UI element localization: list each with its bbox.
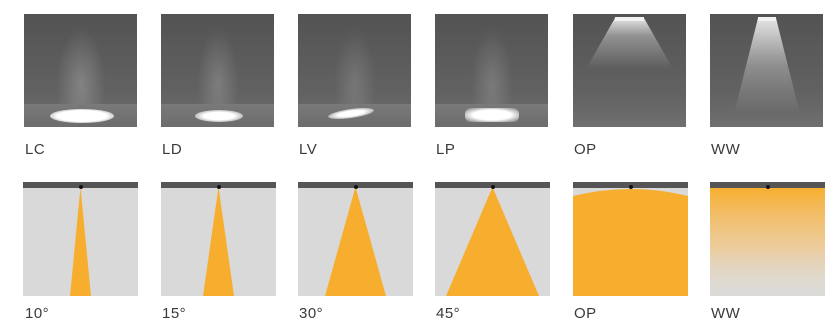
label-45-deg: 45° [436,305,461,322]
beam-diagram-op [573,182,688,296]
light-beam-glow [461,14,522,114]
fixture-point [216,185,221,189]
label-op-diagram: OP [574,305,597,322]
photo-ww [710,14,823,127]
photo-op [573,14,686,127]
fixture-point [765,185,770,189]
label-15-deg: 15° [162,305,187,322]
fixture-point [628,185,633,189]
beam-diagram-30 [298,182,413,296]
beam-cone [446,187,539,296]
light-beam-glow [187,14,248,114]
label-lp: LP [436,141,456,158]
light-cone [734,17,800,114]
beam-diagram-15 [161,182,276,296]
beam-cone [70,187,91,296]
beam-flood [573,189,688,296]
photo-ld [161,14,274,127]
photo-lp [435,14,548,127]
beam-cone [203,187,234,296]
fixture-point [490,185,495,189]
beam-diagram-ww [710,182,825,296]
label-30-deg: 30° [299,305,324,322]
light-spot [465,108,519,122]
beam-diagram-10 [23,182,138,296]
fixture-point [78,185,83,189]
label-10-deg: 10° [25,305,50,322]
beam-cone [325,187,386,296]
label-ww-diagram: WW [711,305,741,322]
light-beam-glow [45,14,116,114]
light-spot [195,110,243,122]
label-lv: LV [299,141,318,158]
label-op: OP [574,141,597,158]
fixture-point [353,185,358,189]
light-cone [586,17,673,69]
photo-lv [298,14,411,127]
beam-diagram-45 [435,182,550,296]
light-beam-glow [324,14,385,114]
label-ww: WW [711,141,741,158]
beam-wallwash [710,187,825,296]
light-spot [50,109,114,123]
label-lc: LC [25,141,46,158]
photo-lc [24,14,137,127]
label-ld: LD [162,141,183,158]
